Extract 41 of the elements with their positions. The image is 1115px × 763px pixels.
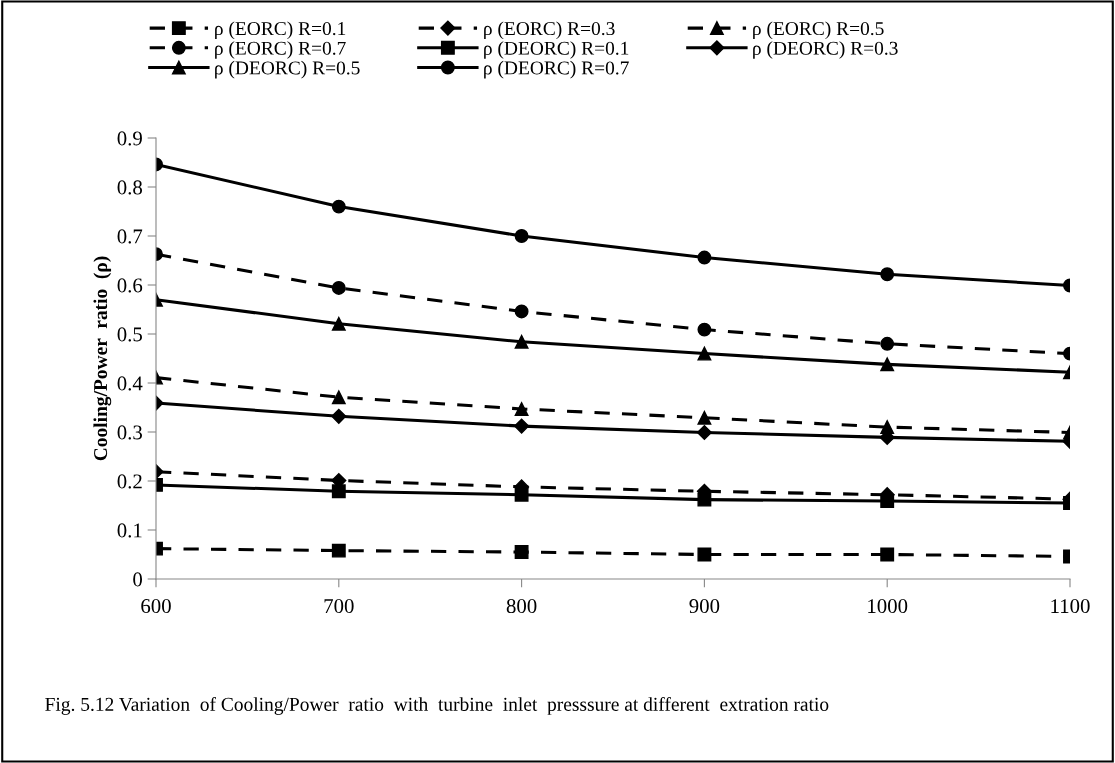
point [697,250,712,265]
point [514,334,529,349]
legend-label: ρ (DEORC) R=0.3 [753,41,898,59]
point [696,424,712,441]
legend-label: ρ (EORC) R=0.5 [753,21,884,40]
y-tick-label: 0.7 [117,229,143,244]
point [514,402,529,416]
y-tick-label: 0.2 [117,474,142,489]
x-tick-label: 600 [141,599,171,614]
x-tick-label: 800 [506,599,537,614]
y-tick-label: 0.3 [117,425,142,440]
point [514,229,529,243]
y-tick-label: 0.9 [117,131,142,146]
point [514,304,529,319]
legend-label: ρ (EORC) R=0.1 [215,21,346,40]
point [697,492,712,507]
y-tick-label: 0.5 [117,327,142,342]
legend-label: ρ (EORC) R=0.3 [484,21,615,40]
legend-label: ρ (DEORC) R=0.7 [484,60,629,79]
point [514,545,529,559]
legend-label: ρ (EORC) R=0.7 [215,41,346,59]
y-tick-label: 0 [133,572,143,587]
point [514,487,529,502]
legend-label: ρ (DEORC) R=0.1 [484,41,629,59]
point [697,346,712,361]
x-tick-label: 700 [324,599,354,614]
x-tick-label: 1100 [1051,599,1090,614]
y-tick-label: 0.8 [117,180,143,195]
y-axis-title: Cooling/Power ratio (ρ) [93,256,112,461]
point [697,322,712,337]
y-tick-label: 0.4 [117,376,143,391]
point [697,410,712,425]
y-tick-label: 0.6 [117,278,143,293]
point [331,408,347,424]
legend-label: ρ (DEORC) R=0.5 [215,60,360,79]
y-tick-label: 0.1 [117,523,142,538]
caption: Fig. 5.12 Variation of Cooling/Power ratio with turbine inlet presssure at different extration ratio [45,697,829,715]
x-tick-label: 900 [689,599,720,614]
point [514,418,530,434]
x-tick-label: 1000 [868,599,908,614]
point [697,547,712,562]
